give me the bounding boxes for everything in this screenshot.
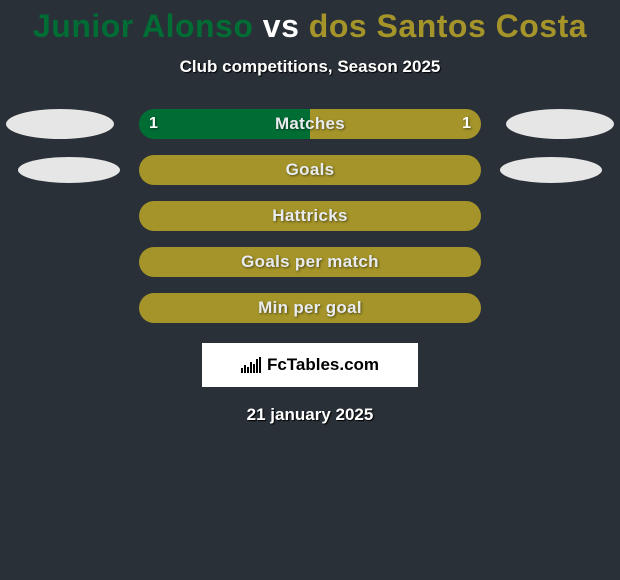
stat-row: Min per goal	[0, 293, 620, 323]
brand-label: FcTables.com	[267, 355, 379, 375]
player1-oval	[6, 109, 114, 139]
stat-value-player2: 1	[462, 109, 471, 139]
vs-text: vs	[263, 8, 300, 44]
stat-value-player1: 1	[149, 109, 158, 139]
stat-bar: Matches1 1	[139, 109, 481, 139]
stat-row: Hattricks	[0, 201, 620, 231]
player2-name: dos Santos Costa	[309, 8, 587, 44]
stat-label: Goals per match	[139, 247, 481, 277]
page-title: Junior Alonso vs dos Santos Costa	[0, 0, 620, 45]
stat-bar: Goals per match	[139, 247, 481, 277]
brand-box: FcTables.com	[202, 343, 418, 387]
player1-oval	[18, 157, 120, 183]
stat-row: Goals	[0, 155, 620, 185]
player2-oval	[500, 157, 602, 183]
stat-label: Hattricks	[139, 201, 481, 231]
brand-text: FcTables.com	[241, 355, 379, 375]
stat-bar: Goals	[139, 155, 481, 185]
stat-label: Goals	[139, 155, 481, 185]
footer-date: 21 january 2025	[0, 405, 620, 425]
stat-bar: Min per goal	[139, 293, 481, 323]
stat-label: Min per goal	[139, 293, 481, 323]
player2-oval	[506, 109, 614, 139]
player1-name: Junior Alonso	[33, 8, 253, 44]
stat-row: Goals per match	[0, 247, 620, 277]
bar-chart-icon	[241, 357, 261, 373]
stats-container: Matches1 1 Goals Hattricks Goals per match Mi…	[0, 109, 620, 323]
stat-label: Matches	[139, 109, 481, 139]
subtitle: Club competitions, Season 2025	[0, 57, 620, 77]
stat-bar: Hattricks	[139, 201, 481, 231]
stat-row: Matches1 1	[0, 109, 620, 139]
